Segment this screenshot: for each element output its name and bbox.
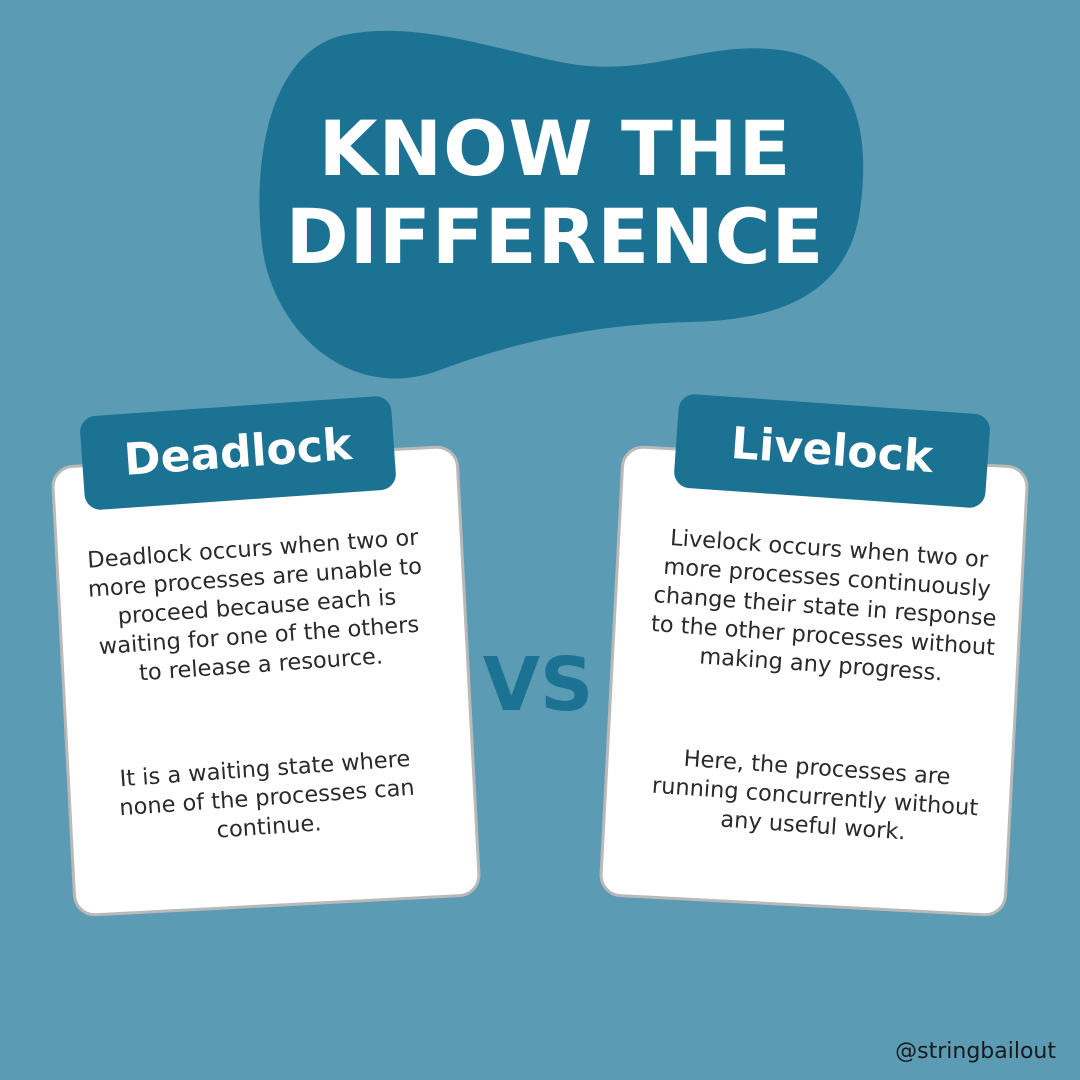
page-title: KNOW THE DIFFERENCE <box>250 105 860 281</box>
deadlock-definition: Deadlock occurs when two or more process… <box>86 524 423 687</box>
versus-label: VS <box>482 642 594 728</box>
title-line-2: DIFFERENCE <box>285 192 825 281</box>
author-handle: @stringbailout <box>895 1039 1056 1064</box>
title-blob <box>259 30 864 379</box>
livelock-definition: Livelock occurs when two or more process… <box>650 525 998 687</box>
title-line-1: KNOW THE <box>318 104 792 193</box>
